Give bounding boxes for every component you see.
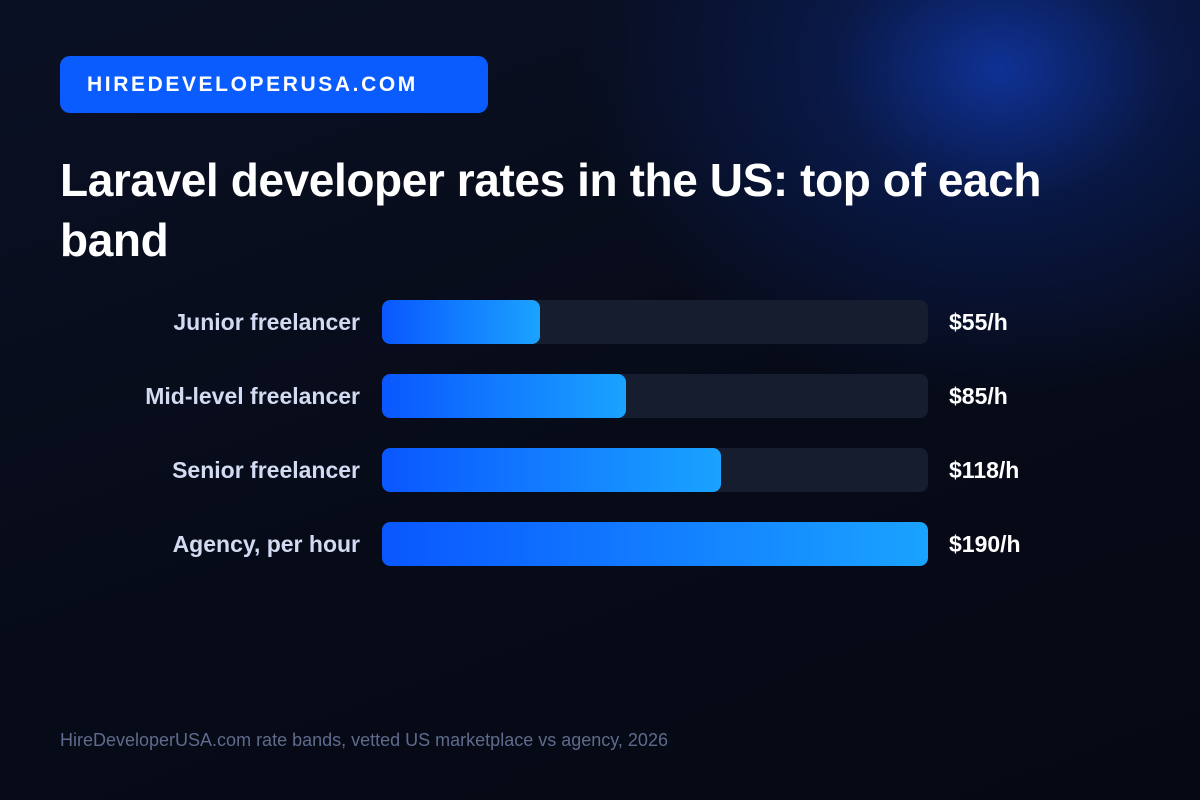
bar-category-label: Junior freelancer xyxy=(173,309,360,335)
bar-fill xyxy=(382,300,540,344)
bar-row: Senior freelancer $118/h xyxy=(0,448,1200,492)
bar-fill xyxy=(382,522,928,566)
bar-track xyxy=(382,522,928,566)
bar-track xyxy=(382,448,928,492)
bar-value-label: $55/h xyxy=(949,309,1008,335)
chart-title: Laravel developer rates in the US: top o… xyxy=(60,154,1042,266)
bar-fill xyxy=(382,448,721,492)
brand-badge: HIREDEVELOPERUSA.COM xyxy=(60,56,488,113)
bar-value-label: $118/h xyxy=(949,457,1020,483)
bar-row: Junior freelancer $55/h xyxy=(0,300,1200,344)
bar-category-label: Agency, per hour xyxy=(172,531,360,557)
brand-badge-label: HIREDEVELOPERUSA.COM xyxy=(87,72,418,96)
bar-row: Agency, per hour $190/h xyxy=(0,522,1200,566)
bar-category-label: Senior freelancer xyxy=(172,457,360,483)
source-note: HireDeveloperUSA.com rate bands, vetted … xyxy=(60,730,668,750)
bar-track xyxy=(382,374,928,418)
bar-track xyxy=(382,300,928,344)
bar-value-label: $85/h xyxy=(949,383,1008,409)
bar-fill xyxy=(382,374,626,418)
bar-row: Mid-level freelancer $85/h xyxy=(0,374,1200,418)
bar-category-label: Mid-level freelancer xyxy=(145,383,360,409)
bar-value-label: $190/h xyxy=(949,531,1021,557)
